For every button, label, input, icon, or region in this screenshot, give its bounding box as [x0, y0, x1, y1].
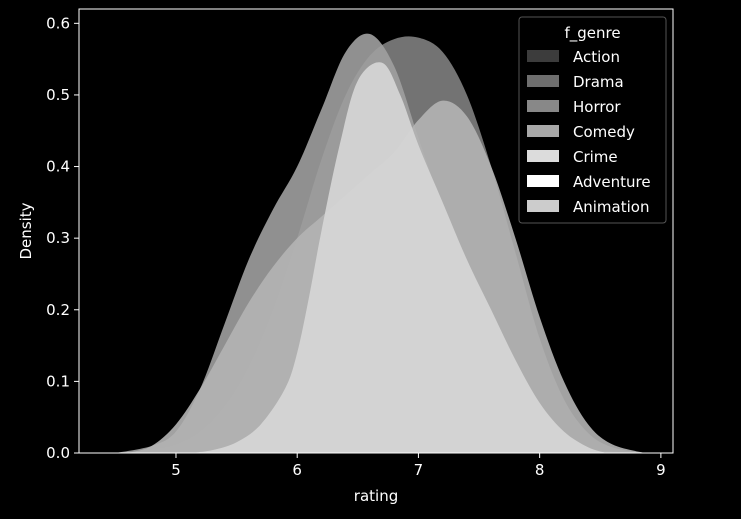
y-axis: 0.0 0.1 0.2 0.3 0.4 0.5 0.6 [46, 14, 79, 462]
density-areas [115, 33, 646, 454]
y-tick-label: 0.6 [46, 14, 70, 32]
legend-label-adventure: Adventure [573, 173, 651, 191]
legend-label-crime: Crime [573, 148, 618, 166]
y-axis-label: Density [17, 202, 35, 259]
x-tick-label: 6 [292, 461, 302, 479]
legend: f_genre Action Drama Horror Comedy Crime Adve… [518, 16, 667, 224]
density-area-crime [190, 62, 607, 454]
legend-swatch-drama [527, 75, 559, 87]
y-tick-label: 0.5 [46, 86, 70, 104]
y-tick-label: 0.2 [46, 301, 70, 319]
legend-swatch-horror [527, 100, 559, 112]
y-tick-label: 0.4 [46, 158, 70, 176]
legend-swatch-adventure [527, 175, 559, 187]
legend-swatch-animation [527, 200, 559, 212]
plot-frame [78, 8, 674, 454]
x-axis: 5 6 7 8 9 [171, 453, 666, 479]
legend-swatch-action [527, 50, 559, 62]
legend-label-horror: Horror [573, 98, 621, 116]
y-tick-label: 0.0 [46, 444, 70, 462]
legend-label-comedy: Comedy [573, 123, 635, 141]
y-tick-label: 0.1 [46, 372, 70, 390]
x-tick-label: 7 [414, 461, 424, 479]
x-axis-label: rating [354, 487, 398, 505]
legend-swatch-crime [527, 150, 559, 162]
legend-label-animation: Animation [573, 198, 649, 216]
y-tick-label: 0.3 [46, 229, 70, 247]
x-tick-label: 5 [171, 461, 181, 479]
legend-box [518, 16, 667, 224]
legend-label-action: Action [573, 48, 620, 66]
x-tick-label: 8 [535, 461, 545, 479]
legend-title: f_genre [564, 24, 620, 43]
legend-swatch-comedy [527, 125, 559, 137]
legend-items: Action Drama Horror Comedy Crime Adventure Ani… [527, 48, 651, 216]
legend-label-drama: Drama [573, 73, 624, 91]
x-tick-label: 9 [656, 461, 666, 479]
